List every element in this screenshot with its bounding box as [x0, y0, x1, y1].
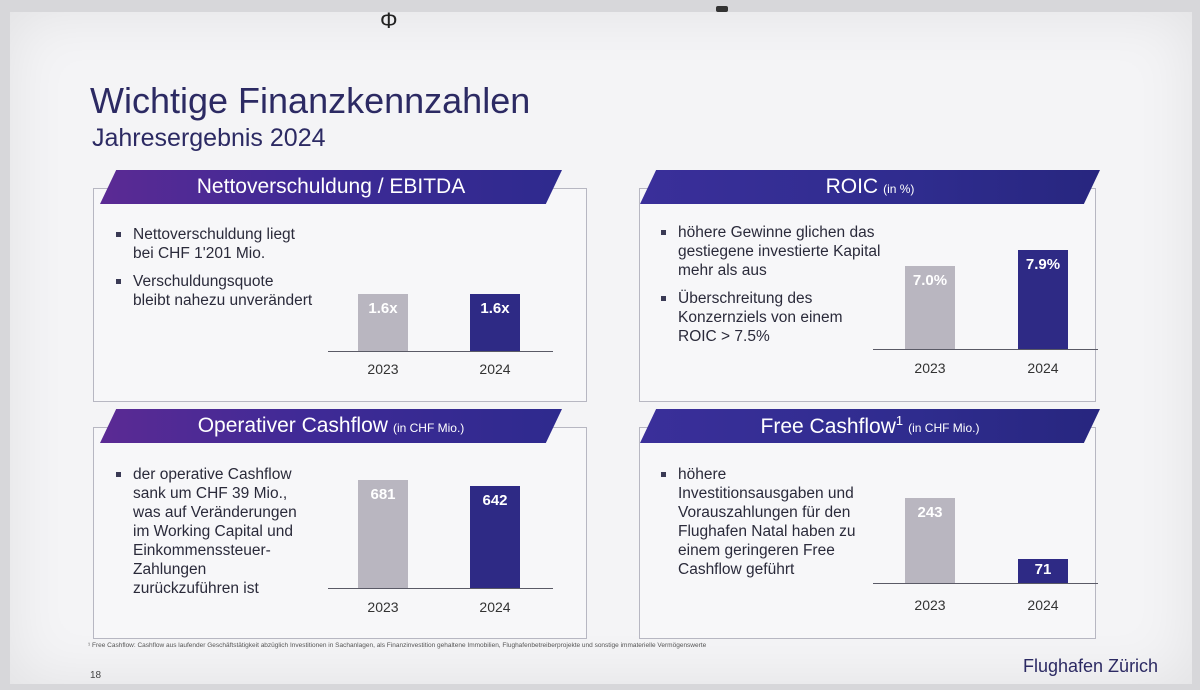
bullet-item: höhere Investitionsausgaben und Vorausza… — [658, 465, 858, 579]
bar-2023: 243 — [905, 498, 955, 583]
panel-net-debt-title: Nettoverschuldung / EBITDA — [100, 170, 562, 204]
footnote-marker: 1 — [895, 413, 904, 428]
top-mark-dash — [716, 6, 728, 12]
chart-baseline — [873, 349, 1098, 350]
chart-baseline — [328, 351, 553, 352]
roic-bullets: höhere Gewinne glichen das gestiegene in… — [658, 223, 883, 355]
chart-baseline — [328, 588, 553, 589]
year-label: 2023 — [914, 597, 946, 613]
panel-title-text: Operativer Cashflow — [197, 414, 388, 437]
bullet-item: der operative Cashflow sank um CHF 39 Mi… — [113, 465, 313, 598]
bar-2024: 71 — [1018, 559, 1068, 583]
footnote: ¹ Free Cashflow: Cashflow aus laufender … — [88, 642, 707, 649]
page-subtitle: Jahresergebnis 2024 — [92, 124, 326, 152]
year-label: 2024 — [1027, 597, 1059, 613]
year-label: 2024 — [479, 599, 511, 615]
bullet-item: Überschreitung des Konzernziels von eine… — [658, 289, 883, 346]
slide: Φ Wichtige Finanzkennzahlen Jahresergebn… — [10, 6, 1192, 684]
bar-2024: 642 — [470, 486, 520, 588]
panel-free-cashflow-title: Free Cashflow1 (in CHF Mio.) — [640, 409, 1100, 443]
company-logo: Flughafen Zürich — [1023, 656, 1159, 676]
year-label: 2023 — [367, 361, 399, 377]
year-label: 2023 — [367, 599, 399, 615]
bar-2023: 7.0% — [905, 266, 955, 349]
page-number: 18 — [90, 670, 102, 681]
panel-roic-title: ROIC (in %) — [640, 170, 1100, 204]
top-mark-icon: Φ — [380, 8, 398, 33]
free-cashflow-title-text: Free Cashflow — [760, 415, 896, 438]
panel-unit-text: (in %) — [883, 182, 915, 196]
free-cashflow-bullets: höhere Investitionsausgaben und Vorausza… — [658, 465, 858, 588]
panel-unit-text: (in CHF Mio.) — [908, 421, 980, 435]
bullet-item: Verschuldungsquote bleibt nahezu unverän… — [113, 272, 313, 310]
year-label: 2024 — [479, 361, 511, 377]
year-label: 2024 — [1027, 360, 1059, 376]
bar-2023: 681 — [358, 480, 408, 588]
bar-2024: 1.6x — [470, 294, 520, 351]
bar-2024: 7.9% — [1018, 250, 1068, 349]
panel-title-text: Nettoverschuldung / EBITDA — [196, 175, 466, 198]
year-label: 2023 — [914, 360, 946, 376]
operating-cashflow-bullets: der operative Cashflow sank um CHF 39 Mi… — [113, 465, 313, 607]
bullet-item: höhere Gewinne glichen das gestiegene in… — [658, 223, 883, 280]
page-title: Wichtige Finanzkennzahlen — [90, 80, 531, 121]
panel-operating-cashflow-title: Operativer Cashflow (in CHF Mio.) — [100, 409, 562, 443]
bar-2023: 1.6x — [358, 294, 408, 351]
panel-unit-text: (in CHF Mio.) — [392, 421, 465, 435]
panel-free-cashflow — [639, 427, 1096, 639]
panel-title-text: Free Cashflow1 — [761, 413, 904, 439]
bullet-item: Nettoverschuldung liegt bei CHF 1'201 Mi… — [113, 225, 313, 263]
panel-title-text: ROIC — [825, 175, 879, 198]
chart-baseline — [873, 583, 1098, 584]
net-debt-bullets: Nettoverschuldung liegt bei CHF 1'201 Mi… — [113, 225, 313, 319]
